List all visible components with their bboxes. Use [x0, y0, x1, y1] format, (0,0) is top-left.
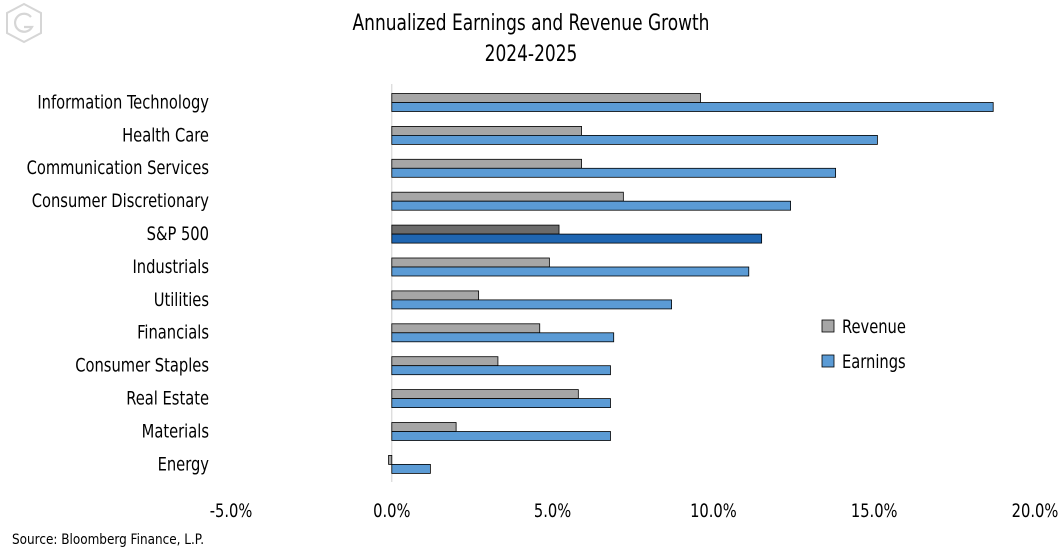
x-tick-label: 10.0% [690, 501, 737, 522]
revenue-bar [391, 389, 579, 400]
revenue-bar [391, 224, 560, 235]
category-label: Industrials [132, 257, 209, 278]
source-note: Source: Bloomberg Finance, L.P. [12, 532, 205, 548]
x-tick-label: 20.0% [1012, 501, 1059, 522]
category-label: S&P 500 [147, 224, 209, 245]
chart-title: Annualized Earnings and Revenue Growth [353, 10, 710, 36]
revenue-bar [391, 191, 624, 202]
earnings-bar [391, 431, 611, 441]
category-label: Information Technology [37, 92, 209, 113]
revenue-bar [391, 126, 582, 136]
earnings-bar [391, 463, 431, 474]
earnings-bar [391, 299, 672, 310]
category-label: Communication Services [27, 158, 209, 179]
revenue-bar [391, 356, 499, 367]
x-tick-label: -5.0% [210, 501, 253, 522]
earnings-bar [391, 134, 878, 145]
x-tick-label: 15.0% [851, 501, 898, 522]
earnings-bar [391, 233, 763, 244]
category-label: Health Care [122, 125, 209, 146]
earnings-bar [391, 167, 837, 178]
earnings-bar [391, 398, 611, 409]
revenue-legend-swatch [821, 319, 835, 333]
earnings-legend-label: Earnings [842, 352, 906, 373]
earnings-bar [391, 365, 611, 376]
revenue-bar [391, 158, 582, 169]
revenue-bar [391, 290, 480, 301]
earnings-bar [391, 266, 750, 277]
revenue-bar [391, 93, 701, 103]
revenue-bar [391, 257, 550, 268]
revenue-bar [391, 422, 457, 432]
category-label: Consumer Discretionary [32, 191, 209, 212]
category-label: Consumer Staples [75, 356, 209, 377]
chart-subtitle: 2024-2025 [485, 41, 578, 67]
category-label: Materials [142, 421, 209, 442]
category-label: Real Estate [126, 388, 209, 409]
earnings-bar [391, 102, 994, 112]
category-label: Financials [137, 323, 209, 344]
category-label: Utilities [154, 290, 209, 311]
earnings-bar [391, 332, 615, 343]
revenue-bar [391, 323, 541, 334]
revenue-legend-label: Revenue [842, 317, 906, 338]
earnings-legend-swatch [821, 354, 835, 368]
brand-logo-icon [6, 2, 42, 44]
x-tick-label: 0.0% [373, 501, 410, 522]
x-tick-label: 5.0% [534, 501, 571, 522]
earnings-bar [391, 200, 791, 211]
revenue-bar [388, 454, 393, 465]
category-label: Energy [158, 454, 209, 475]
